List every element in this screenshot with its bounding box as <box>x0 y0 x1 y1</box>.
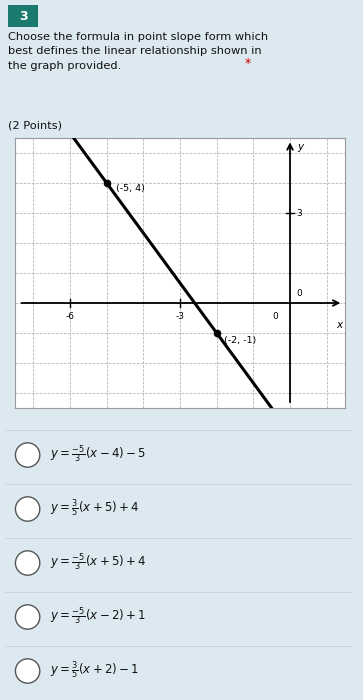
Text: x: x <box>337 319 343 330</box>
Text: -6: -6 <box>65 312 74 321</box>
Text: $y = \frac{3}{5}(x + 2) - 1$: $y = \frac{3}{5}(x + 2) - 1$ <box>50 659 139 681</box>
Ellipse shape <box>16 551 40 575</box>
Ellipse shape <box>16 605 40 629</box>
Text: Choose the formula in point slope form which
best defines the linear relationshi: Choose the formula in point slope form w… <box>8 32 268 71</box>
Text: 3: 3 <box>19 10 27 22</box>
Text: 3: 3 <box>297 209 302 218</box>
Text: (-2, -1): (-2, -1) <box>224 336 256 345</box>
Ellipse shape <box>16 659 40 683</box>
Text: *: * <box>244 57 250 69</box>
Text: $y = \frac{-5}{3}(x - 2) + 1$: $y = \frac{-5}{3}(x - 2) + 1$ <box>50 606 146 626</box>
Ellipse shape <box>16 443 40 467</box>
Text: $y = \frac{-5}{3}(x - 4) - 5$: $y = \frac{-5}{3}(x - 4) - 5$ <box>50 443 146 465</box>
Text: -3: -3 <box>175 312 184 321</box>
Text: 0: 0 <box>297 290 302 298</box>
Text: $y = \frac{3}{5}(x + 5) + 4$: $y = \frac{3}{5}(x + 5) + 4$ <box>50 497 140 519</box>
Text: (-5, 4): (-5, 4) <box>116 185 145 193</box>
Text: y: y <box>297 143 303 153</box>
Text: $y = \frac{-5}{3}(x + 5) + 4$: $y = \frac{-5}{3}(x + 5) + 4$ <box>50 551 147 573</box>
Ellipse shape <box>16 497 40 522</box>
Text: 0: 0 <box>273 312 278 321</box>
Text: (2 Points): (2 Points) <box>8 120 62 130</box>
